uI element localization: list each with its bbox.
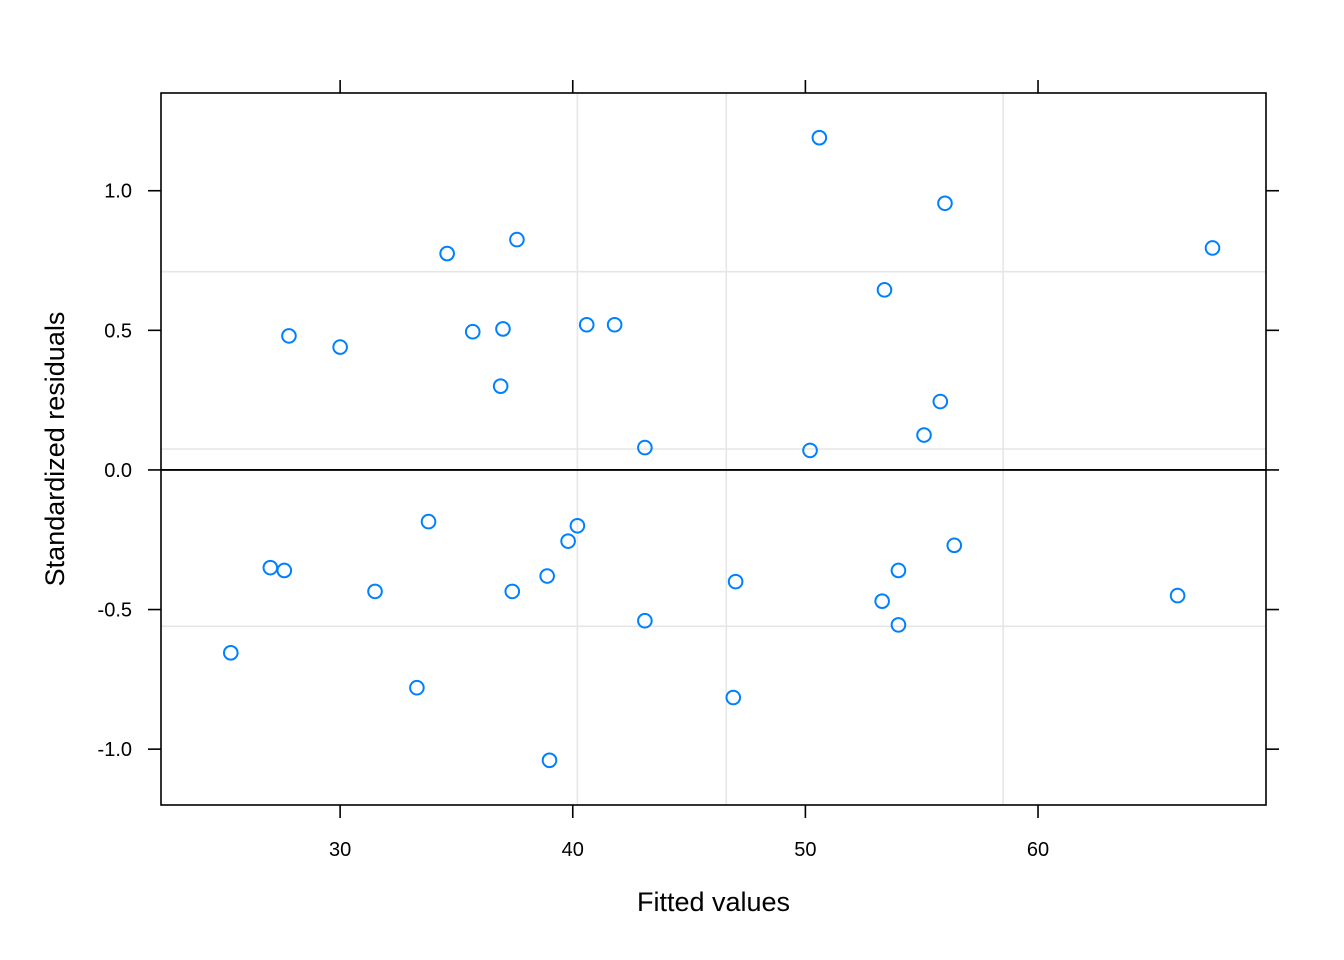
data-point bbox=[606, 316, 623, 333]
data-point bbox=[637, 612, 653, 629]
data-point bbox=[916, 427, 932, 443]
data-point bbox=[495, 321, 511, 337]
data-point bbox=[1169, 587, 1186, 604]
axis-ticks bbox=[148, 80, 1279, 818]
data-point bbox=[439, 245, 455, 262]
data-point bbox=[420, 513, 437, 530]
data-point bbox=[932, 393, 949, 410]
x-tick-label: 60 bbox=[1027, 839, 1049, 861]
y-tick-label: -1.0 bbox=[98, 739, 132, 761]
data-point bbox=[560, 533, 576, 549]
data-point bbox=[890, 617, 907, 633]
x-tick-label: 30 bbox=[329, 839, 351, 861]
data-point bbox=[541, 752, 558, 769]
data-point bbox=[637, 439, 653, 456]
y-tick-label: 0.0 bbox=[104, 460, 132, 482]
data-point bbox=[937, 195, 953, 212]
data-point bbox=[569, 517, 586, 534]
y-axis-title: Standardized residuals bbox=[40, 312, 70, 587]
data-point bbox=[1204, 240, 1221, 256]
data-point bbox=[492, 378, 509, 394]
data-point bbox=[811, 129, 828, 146]
data-point bbox=[946, 537, 963, 554]
data-point bbox=[876, 282, 893, 298]
data-point bbox=[504, 583, 521, 600]
y-tick-label: 1.0 bbox=[104, 181, 132, 203]
data-point bbox=[539, 568, 555, 584]
data-point bbox=[409, 679, 425, 696]
data-point bbox=[276, 562, 293, 579]
data-point bbox=[222, 645, 239, 661]
plot-frame bbox=[160, 92, 1267, 806]
y-tick-label: -0.5 bbox=[98, 600, 132, 622]
data-point bbox=[332, 339, 348, 355]
data-point bbox=[262, 559, 279, 576]
data-point bbox=[578, 316, 595, 333]
x-axis-title: Fitted values bbox=[637, 887, 790, 917]
x-tick-label: 50 bbox=[794, 839, 816, 861]
data-point bbox=[802, 442, 818, 459]
data-point bbox=[281, 328, 297, 344]
y-tick-label: 0.5 bbox=[104, 320, 132, 342]
data-point bbox=[464, 323, 481, 340]
data-point bbox=[725, 689, 742, 706]
data-point bbox=[874, 593, 890, 609]
data-point bbox=[367, 583, 383, 600]
x-tick-label: 40 bbox=[562, 839, 584, 861]
data-point bbox=[509, 231, 525, 248]
grid-lines bbox=[161, 93, 1266, 805]
data-points bbox=[222, 129, 1221, 769]
tick-labels: 30 40 50 60 -1.0 -0.5 0.0 0.5 1.0 bbox=[98, 181, 1050, 861]
data-point bbox=[727, 573, 744, 590]
data-point bbox=[890, 562, 907, 579]
